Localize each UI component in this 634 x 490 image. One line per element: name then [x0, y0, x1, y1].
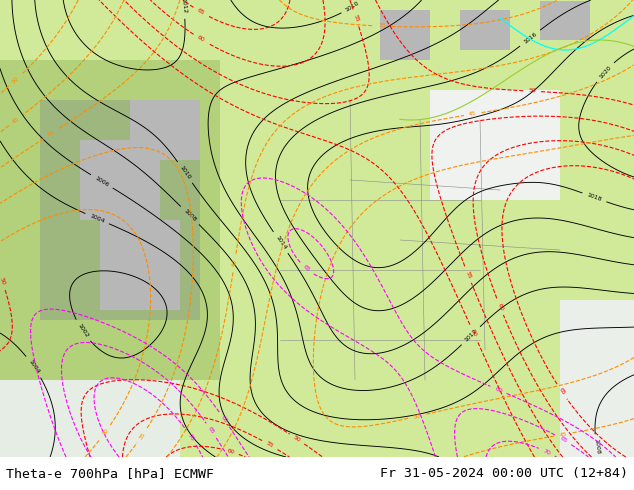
Text: 1010: 1010 [345, 0, 361, 13]
Text: 60: 60 [226, 448, 235, 455]
Text: 1008: 1008 [183, 208, 197, 222]
Text: 65: 65 [558, 387, 566, 396]
Text: 1010: 1010 [178, 165, 191, 180]
Text: 60: 60 [197, 35, 205, 43]
Text: 55: 55 [265, 441, 275, 449]
Text: Fr 31-05-2024 00:00 UTC (12+84): Fr 31-05-2024 00:00 UTC (12+84) [380, 467, 628, 480]
Text: 55: 55 [353, 14, 359, 23]
Text: 65: 65 [197, 8, 205, 16]
Text: 30: 30 [101, 428, 110, 437]
Text: 1004: 1004 [27, 359, 40, 375]
Text: 1018: 1018 [586, 193, 602, 202]
Text: 60: 60 [494, 386, 503, 393]
Text: 45: 45 [11, 116, 21, 124]
Text: 1012: 1012 [180, 0, 187, 14]
Text: 55: 55 [464, 270, 472, 279]
Text: 1014: 1014 [274, 235, 287, 250]
Text: 45: 45 [469, 111, 477, 117]
Text: 50: 50 [0, 277, 6, 286]
Text: 65: 65 [302, 264, 311, 273]
Text: 1016: 1016 [522, 31, 538, 45]
Text: 60: 60 [220, 415, 229, 424]
Text: 35: 35 [138, 431, 146, 440]
Text: 65: 65 [207, 426, 216, 435]
Text: 35: 35 [378, 24, 387, 29]
Text: 50: 50 [412, 413, 421, 419]
Text: 1006: 1006 [94, 175, 110, 188]
Text: 70: 70 [187, 433, 195, 442]
Text: 1012: 1012 [463, 328, 478, 343]
Text: 45: 45 [559, 431, 567, 438]
Text: 40: 40 [46, 129, 56, 138]
Text: 65: 65 [559, 436, 568, 444]
Text: 40: 40 [231, 258, 238, 267]
Text: 50: 50 [470, 328, 477, 337]
Text: Theta-e 700hPa [hPa] ECMWF: Theta-e 700hPa [hPa] ECMWF [6, 467, 214, 480]
Text: 1008: 1008 [593, 439, 600, 455]
Text: 50: 50 [292, 435, 302, 443]
Text: 1020: 1020 [598, 64, 612, 79]
Text: 1004: 1004 [89, 213, 105, 224]
Text: 70: 70 [542, 448, 552, 456]
Text: 50: 50 [11, 76, 20, 85]
Text: 1002: 1002 [76, 323, 89, 339]
Text: 50: 50 [528, 89, 536, 94]
Text: 60: 60 [496, 302, 504, 311]
